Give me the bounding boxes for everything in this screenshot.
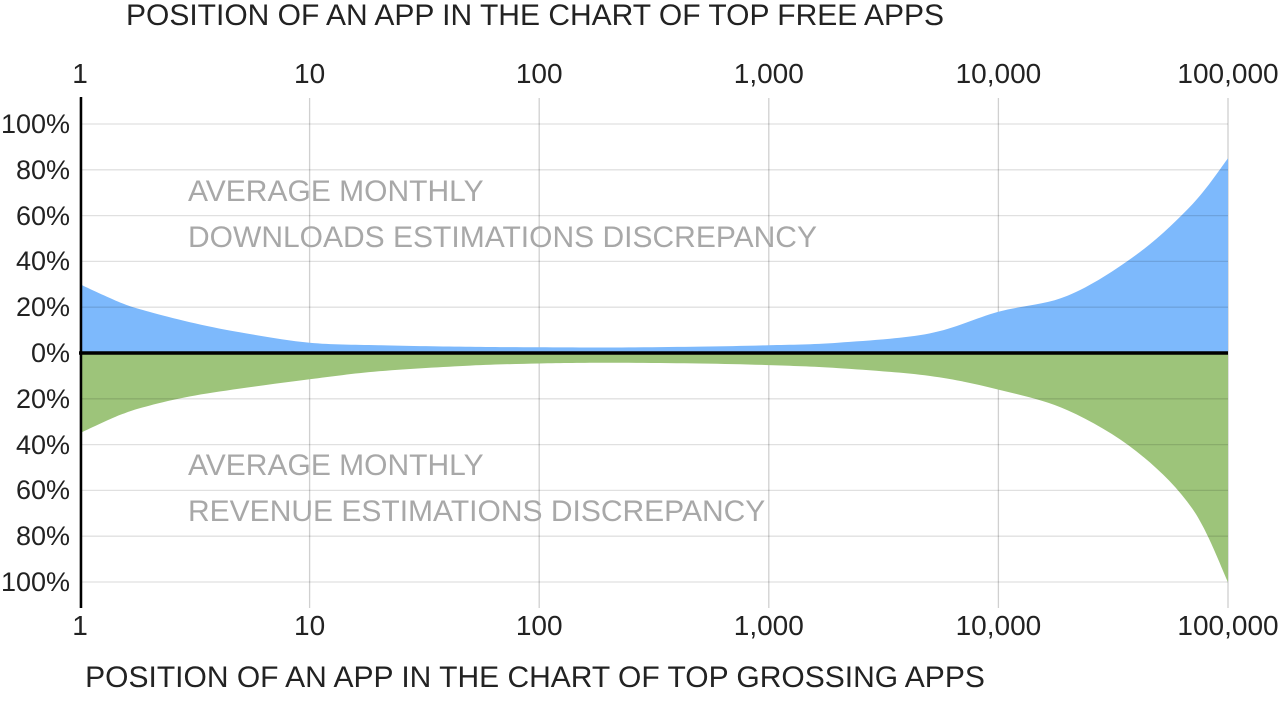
y-axis-tick-label: 40% (15, 246, 70, 277)
y-axis-tick-label: 60% (15, 200, 70, 231)
y-axis-tick-label: 80% (15, 521, 70, 552)
bottom-axis-tick-label: 1,000 (733, 610, 804, 641)
watermark-revenue-line2: REVENUE ESTIMATIONS DISCREPANCY (188, 495, 766, 528)
y-axis-tick-label: 80% (15, 154, 70, 185)
y-axis-tick-label: 60% (15, 475, 70, 506)
bottom-axis-title: POSITION OF AN APP IN THE CHART OF TOP G… (85, 661, 985, 694)
y-axis-tick-label: 20% (15, 292, 70, 323)
watermark-revenue-line1: AVERAGE MONTHLY (188, 449, 484, 482)
watermark-downloads-line2: DOWNLOADS ESTIMATIONS DISCREPANCY (188, 221, 817, 254)
top-axis-tick-label: 10,000 (955, 58, 1042, 89)
top-axis-tick-label: 100,000 (1177, 58, 1279, 89)
bottom-axis-tick-label: 1 (72, 610, 88, 641)
y-axis-tick-label: 40% (15, 429, 70, 460)
bottom-axis-tick-label: 100,000 (1177, 610, 1279, 641)
y-axis-tick-label: 20% (15, 383, 70, 414)
top-axis-tick-label: 1 (72, 58, 88, 89)
bottom-axis-tick-label: 10 (294, 610, 326, 641)
downloads-discrepancy-area (80, 158, 1228, 353)
bottom-axis-tick-label: 100 (515, 610, 563, 641)
bottom-axis-tick-label: 10,000 (955, 610, 1042, 641)
top-axis-tick-label: 1,000 (733, 58, 804, 89)
revenue-discrepancy-area (80, 353, 1228, 582)
top-axis-tick-label: 10 (294, 58, 326, 89)
top-axis-title: POSITION OF AN APP IN THE CHART OF TOP F… (125, 0, 944, 32)
watermark-downloads-line1: AVERAGE MONTHLY (188, 175, 484, 208)
top-axis-tick-label: 100 (515, 58, 563, 89)
y-axis-tick-label: 100% (0, 109, 70, 139)
y-axis-tick-label: 100% (0, 567, 70, 597)
y-axis-tick-label: 0% (30, 338, 70, 368)
